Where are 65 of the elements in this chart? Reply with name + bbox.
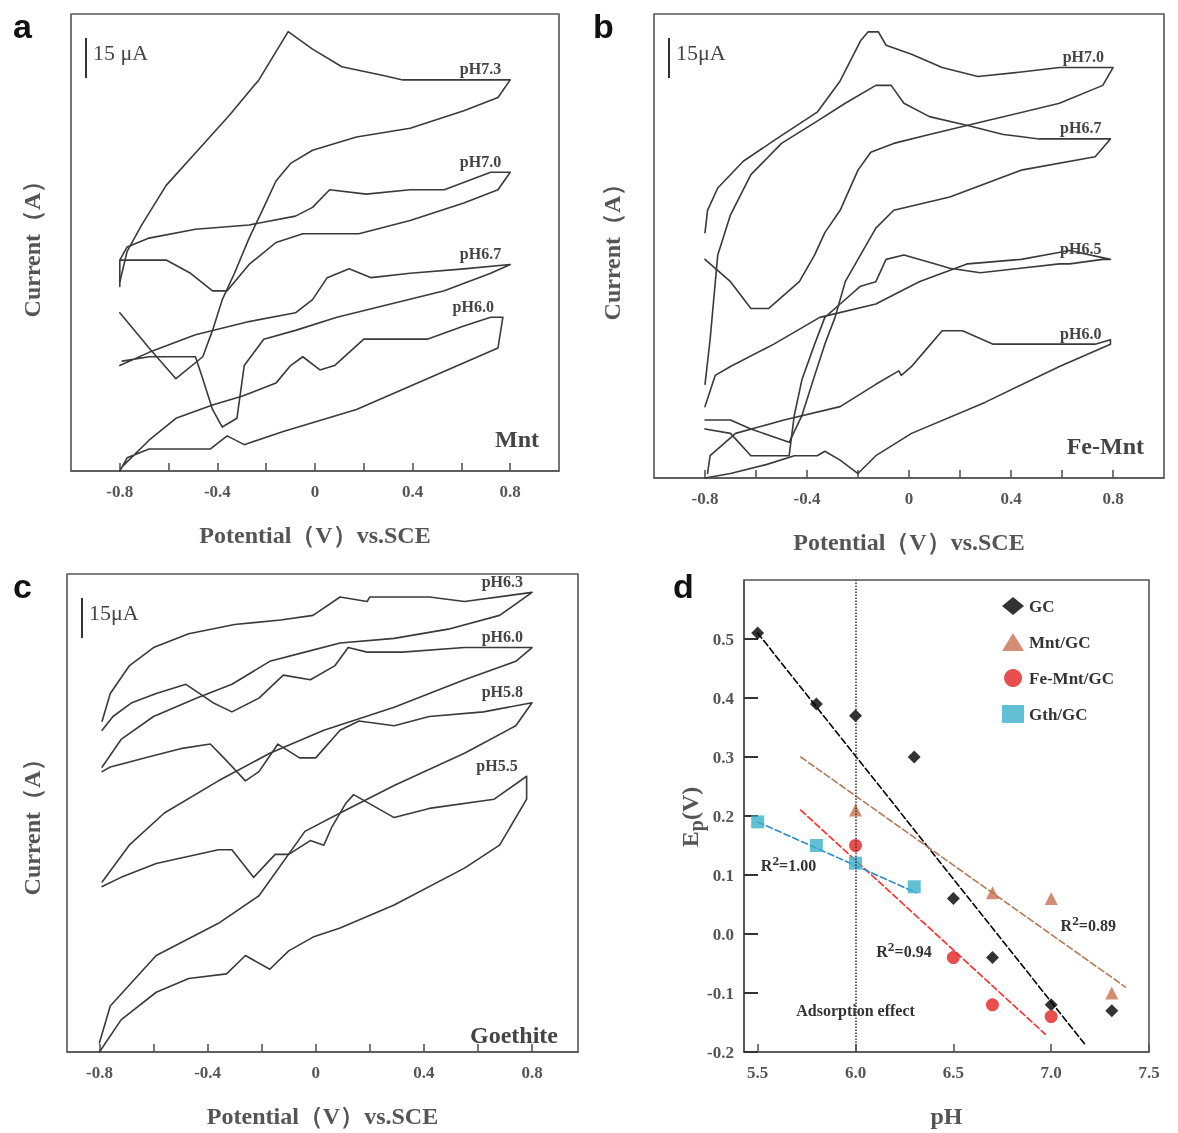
legend-label: GC [1029, 596, 1055, 616]
y-tick-label: 0.4 [712, 688, 735, 708]
chart-title: d [673, 567, 694, 605]
x-tick-label: -0.4 [194, 1063, 222, 1082]
series-label: pH6.0 [481, 628, 524, 647]
x-tick-label: 6.5 [942, 1063, 964, 1082]
series-label: pH5.5 [476, 756, 518, 775]
x-tick-label: 0.8 [521, 1063, 543, 1082]
x-tick-label: 7.5 [1138, 1063, 1160, 1082]
annotation: Goethite [470, 1022, 558, 1048]
x-tick-label: -0.4 [793, 489, 821, 508]
x-tick-label: 7.0 [1040, 1063, 1062, 1082]
x-tick-label: 0.8 [499, 482, 521, 501]
y-tick-label: 0.1 [712, 865, 734, 885]
series-label: pH6.0 [452, 297, 494, 316]
legend-label: Gth/GC [1029, 704, 1088, 724]
x-tick-label: -0.8 [85, 1063, 113, 1082]
y-tick-label: 0.2 [712, 806, 734, 826]
chart-title: c [13, 567, 32, 605]
series-label: pH6.7 [459, 244, 502, 263]
series-label: pH7.0 [1062, 48, 1104, 67]
x-axis-title: pH [930, 1103, 963, 1129]
annotation: R$^{2}$=0.89 [1060, 912, 1116, 935]
annotation: R$^{2}$=0.94 [876, 938, 932, 960]
legend-label: Mnt/GC [1029, 632, 1091, 652]
x-tick-label: 0.4 [401, 482, 424, 501]
series-label: pH7.3 [459, 60, 502, 79]
chart-title: b [593, 7, 614, 45]
series-label: pH6.7 [1060, 119, 1102, 138]
series-label: pH6.0 [1060, 324, 1102, 343]
x-tick-label: 0 [311, 1063, 320, 1082]
annotation: 15 μA [93, 40, 149, 65]
y-tick-label: -0.2 [707, 1042, 734, 1062]
series-label: pH7.0 [459, 152, 502, 171]
series-label: pH6.5 [1060, 239, 1102, 258]
y-tick-label: 0.3 [712, 747, 734, 767]
x-tick-label: -0.8 [106, 482, 134, 501]
annotation: Mnt [495, 426, 539, 452]
x-tick-label: 0 [310, 482, 320, 501]
x-axis-title: Potential（V）vs.SCE [206, 1103, 439, 1129]
x-tick-label: 0.4 [413, 1063, 436, 1082]
x-tick-label: 0 [904, 489, 914, 508]
x-tick-label: 0.8 [1102, 489, 1124, 508]
y-axis-title: Current（A） [19, 746, 45, 895]
chart-title: a [13, 7, 33, 45]
x-tick-label: 6.0 [844, 1063, 867, 1082]
annotation: Fe-Mnt [1066, 433, 1144, 459]
annotation: Adsorption effect [796, 1001, 915, 1019]
x-axis-title: Potential（V）vs.SCE [793, 529, 1025, 555]
y-tick-label: -0.1 [707, 983, 734, 1003]
annotation: R$^{2}$=1.00 [760, 853, 817, 875]
x-tick-label: 5.5 [747, 1063, 769, 1082]
x-tick-label: -0.8 [691, 489, 719, 508]
y-axis-title: Current（A） [19, 168, 45, 317]
x-tick-label: 0.4 [1000, 489, 1023, 508]
y-axis-title: Current（A） [599, 171, 625, 321]
x-tick-label: -0.4 [203, 482, 232, 501]
series-label: pH5.8 [481, 683, 524, 702]
series-label: pH6.3 [481, 572, 524, 591]
y-tick-label: 0.0 [712, 924, 734, 944]
legend-label: Fe-Mnt/GC [1029, 668, 1115, 688]
y-tick-label: 0.5 [712, 629, 734, 649]
x-axis-title: Potential（V）vs.SCE [199, 522, 431, 548]
annotation: 15μA [89, 600, 139, 625]
annotation: 15μA [676, 40, 726, 65]
